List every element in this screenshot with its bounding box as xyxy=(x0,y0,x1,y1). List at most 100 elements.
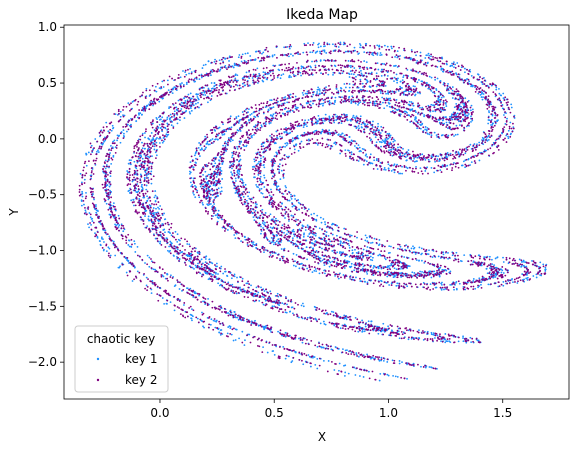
scatter-point xyxy=(327,74,329,76)
scatter-point xyxy=(282,224,284,226)
scatter-point xyxy=(441,282,443,284)
scatter-point xyxy=(446,165,448,167)
scatter-point xyxy=(238,56,240,58)
scatter-point xyxy=(130,163,132,165)
scatter-point xyxy=(284,143,286,145)
scatter-point xyxy=(393,276,395,278)
scatter-point xyxy=(334,65,336,67)
scatter-point xyxy=(129,240,131,242)
scatter-point xyxy=(105,160,107,162)
scatter-point xyxy=(144,262,146,264)
scatter-point xyxy=(180,76,182,78)
scatter-point xyxy=(377,266,379,268)
scatter-point xyxy=(365,326,367,328)
scatter-point xyxy=(431,167,433,169)
scatter-point xyxy=(462,337,464,339)
scatter-point xyxy=(234,192,236,194)
scatter-point xyxy=(248,192,250,194)
scatter-point xyxy=(260,160,262,162)
scatter-point xyxy=(382,102,384,104)
scatter-point xyxy=(361,320,363,322)
scatter-point xyxy=(446,63,448,65)
scatter-point xyxy=(403,256,405,258)
scatter-point xyxy=(370,256,372,258)
scatter-point xyxy=(241,331,243,333)
scatter-point xyxy=(169,250,171,252)
scatter-point xyxy=(380,132,382,134)
scatter-point xyxy=(346,349,348,351)
scatter-point xyxy=(284,132,286,134)
scatter-point xyxy=(220,266,222,268)
chart-title: Ikeda Map xyxy=(286,7,358,23)
scatter-point xyxy=(348,373,350,375)
scatter-point xyxy=(126,131,128,133)
scatter-point xyxy=(452,90,454,92)
scatter-point xyxy=(355,317,357,319)
scatter-point xyxy=(349,83,351,85)
scatter-point xyxy=(214,139,216,141)
scatter-point xyxy=(248,119,250,121)
scatter-point xyxy=(91,145,93,147)
scatter-point xyxy=(453,66,455,68)
scatter-point xyxy=(495,258,497,260)
scatter-point xyxy=(236,317,238,319)
scatter-point xyxy=(286,46,288,48)
scatter-point xyxy=(453,289,455,291)
scatter-point xyxy=(153,142,155,144)
scatter-point xyxy=(442,71,444,73)
scatter-point xyxy=(344,149,346,151)
scatter-point xyxy=(353,67,355,69)
scatter-point xyxy=(281,203,283,205)
scatter-point xyxy=(148,216,150,218)
scatter-point xyxy=(224,271,226,273)
scatter-point xyxy=(319,227,321,229)
scatter-point xyxy=(192,267,194,269)
scatter-point xyxy=(237,85,239,87)
scatter-point xyxy=(416,60,418,62)
scatter-point xyxy=(253,216,255,218)
scatter-point xyxy=(441,97,443,99)
scatter-point xyxy=(483,93,485,95)
scatter-point xyxy=(292,139,294,141)
scatter-point xyxy=(298,338,300,340)
scatter-point xyxy=(212,138,214,140)
scatter-point xyxy=(301,263,303,265)
scatter-point xyxy=(291,198,293,200)
scatter-point xyxy=(429,76,431,78)
scatter-point xyxy=(123,133,125,135)
scatter-point xyxy=(297,107,299,109)
scatter-point xyxy=(194,154,196,156)
scatter-point xyxy=(456,62,458,64)
scatter-point xyxy=(384,141,386,143)
scatter-point xyxy=(284,146,286,148)
scatter-point xyxy=(216,320,218,322)
scatter-point xyxy=(495,274,497,276)
scatter-point xyxy=(122,230,124,232)
scatter-point xyxy=(146,105,148,107)
scatter-point xyxy=(368,320,370,322)
scatter-point xyxy=(303,126,305,128)
scatter-point xyxy=(353,115,355,117)
scatter-point xyxy=(351,263,353,265)
scatter-point xyxy=(232,154,234,156)
scatter-point xyxy=(324,51,326,53)
scatter-point xyxy=(315,268,317,270)
scatter-point xyxy=(253,241,255,243)
scatter-point xyxy=(269,99,271,101)
scatter-point xyxy=(324,221,326,223)
scatter-point xyxy=(379,380,381,382)
scatter-point xyxy=(390,46,392,48)
scatter-point xyxy=(366,354,368,356)
scatter-point xyxy=(370,242,372,244)
scatter-point xyxy=(169,241,171,243)
scatter-point xyxy=(277,238,279,240)
scatter-point xyxy=(150,205,152,207)
scatter-point xyxy=(274,354,276,356)
scatter-point xyxy=(387,75,389,77)
scatter-point xyxy=(372,163,374,165)
scatter-point xyxy=(238,337,240,339)
scatter-point xyxy=(228,60,230,62)
scatter-point xyxy=(260,226,262,228)
scatter-point xyxy=(437,155,439,157)
scatter-point xyxy=(214,162,216,164)
